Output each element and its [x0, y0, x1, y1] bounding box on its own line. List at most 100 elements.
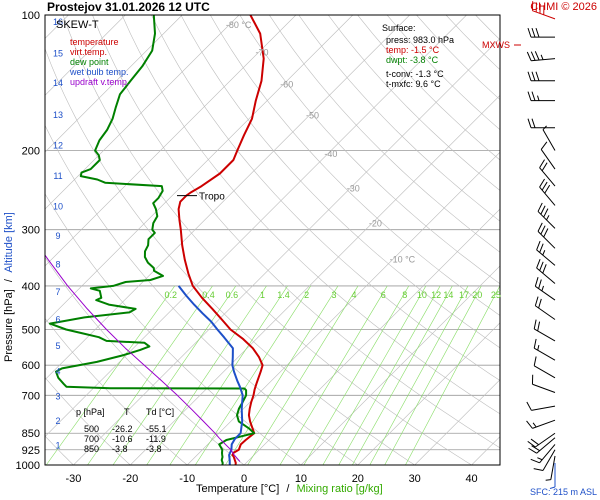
temperature-line — [177, 15, 265, 465]
wind-barb-feather — [531, 445, 540, 452]
wind-barb-half-feather — [537, 345, 540, 351]
isotherm-label: -80 °C — [226, 20, 252, 30]
pressure-tick-label: 1000 — [16, 460, 40, 472]
wind-barb-feather — [538, 298, 542, 309]
isotherm-label: -30 — [347, 184, 360, 194]
altitude-tick-label: 5 — [55, 341, 60, 351]
wind-barb — [533, 338, 556, 361]
mixing-ratio-line — [45, 285, 176, 465]
mixing-ratio-label: 20 — [472, 290, 482, 300]
wind-barb — [527, 432, 556, 448]
wind-barb-feather — [543, 228, 549, 238]
wind-barb — [536, 240, 556, 266]
wind-barb-feather — [535, 71, 540, 81]
temperature-tick-label: 0 — [241, 473, 247, 485]
mixing-ratio-line — [195, 285, 311, 465]
y-axis-label-separator: / — [3, 278, 15, 282]
wind-barb — [531, 1, 556, 20]
wind-barb-feather — [542, 264, 547, 274]
tropopause-label: Tropo — [199, 192, 225, 203]
legend-virt-temp: virt.temp. — [70, 47, 107, 57]
dry-adiabat-line — [151, 15, 500, 381]
mixing-ratio-line — [146, 285, 267, 465]
wind-barb — [533, 319, 556, 342]
mixing-ratio-label: 8 — [402, 290, 407, 300]
wind-barb-feather — [544, 184, 551, 194]
mixing-ratio-line — [338, 285, 441, 465]
level-table: p [hPa] T Td [°C] 500 -26.2 -55.1 700 -1… — [76, 407, 174, 454]
mixing-ratio-label: 0.4 — [202, 290, 215, 300]
wind-barb-half-feather — [537, 457, 543, 461]
wind-barb-feather — [540, 141, 548, 150]
surface-temperature: temp: -1.5 °C — [386, 45, 440, 55]
isotherm-label: -20 — [369, 218, 382, 228]
wind-barb — [534, 277, 556, 301]
temperature-tick-label: 20 — [352, 473, 364, 485]
isotherm-line — [357, 322, 500, 465]
isotherm-line — [300, 265, 500, 465]
temperature-tick-label: 40 — [465, 473, 477, 485]
wind-barb-feather — [535, 27, 540, 38]
table-cell: -3.8 — [112, 444, 128, 454]
wind-barb — [526, 51, 556, 62]
isotherm-line — [45, 15, 410, 381]
wind-barb-feather — [527, 91, 532, 101]
wind-barb-half-feather — [540, 54, 544, 60]
dry-adiabat-line — [298, 15, 500, 222]
wind-barb-feather — [531, 91, 536, 101]
isotherm-label: -10 °C — [390, 255, 416, 265]
updraft-v-temp-line — [45, 254, 241, 462]
isotherm-line — [73, 38, 500, 465]
surface-pressure: press: 983.0 hPa — [386, 35, 454, 45]
wind-barb-feather — [533, 338, 537, 349]
wind-barb-feather — [527, 118, 532, 128]
dry-adiabat-line — [45, 377, 131, 465]
mixing-ratio-label: 17 — [459, 290, 469, 300]
wind-barb — [527, 71, 555, 82]
wind-barb-feather — [533, 319, 537, 330]
wind-barb — [537, 222, 556, 249]
wind-barb-feather — [540, 225, 546, 235]
temperature-tick-label: -10 — [179, 473, 195, 485]
wind-barb-feather — [531, 27, 536, 38]
wind-barb-half-feather — [541, 285, 545, 292]
pressure-tick-label: 700 — [22, 390, 40, 402]
wind-barb-shaft — [531, 405, 556, 411]
altitude-tick-label: 7 — [55, 287, 60, 297]
pressure-tick-label: 300 — [22, 225, 40, 237]
temperature-tick-label: -20 — [122, 473, 138, 485]
mixing-ratio-label: 3 — [331, 290, 336, 300]
altitude-tick-label: 2 — [55, 416, 60, 426]
temperature-tick-label: 10 — [295, 473, 307, 485]
dry-adiabat-line — [45, 47, 415, 465]
wind-barb — [527, 27, 555, 38]
wind-barb-shaft — [550, 455, 556, 480]
mixing-ratio-line — [303, 285, 410, 465]
wind-barb — [549, 463, 556, 490]
x-axis-label-separator: / — [286, 483, 290, 495]
wind-barb-feather — [539, 178, 545, 188]
mixing-ratio-line — [279, 285, 388, 465]
dry-adiabat-line — [92, 15, 500, 449]
pressure-tick-label: 850 — [22, 428, 40, 440]
table-header-td: Td [°C] — [146, 407, 174, 417]
wind-barb-feather — [526, 420, 533, 429]
wind-barb-half-feather — [532, 422, 537, 428]
wind-barb-feather — [526, 401, 532, 411]
y-axis-label: Pressure [hPa] / Altitude [km] — [3, 212, 15, 362]
wind-barb-half-feather — [545, 479, 551, 481]
wind-barb-feather — [537, 202, 543, 212]
legend: temperature virt.temp. dew point wet bul… — [69, 37, 129, 87]
wind-barb — [530, 444, 556, 464]
mixing-ratio-label: 1.4 — [277, 290, 290, 300]
isotherm-line — [186, 151, 500, 465]
wind-barb — [526, 419, 556, 429]
isotherm-label: -40 — [324, 149, 337, 159]
altitude-tick-label: 1 — [55, 440, 60, 450]
isotherm-line — [414, 379, 500, 465]
altitude-tick-label: 3 — [55, 392, 60, 402]
mixing-ratio-line — [112, 285, 237, 465]
dry-adiabat-line — [180, 15, 500, 349]
plot-frame — [44, 14, 501, 466]
wind-barb-feather — [531, 118, 536, 128]
